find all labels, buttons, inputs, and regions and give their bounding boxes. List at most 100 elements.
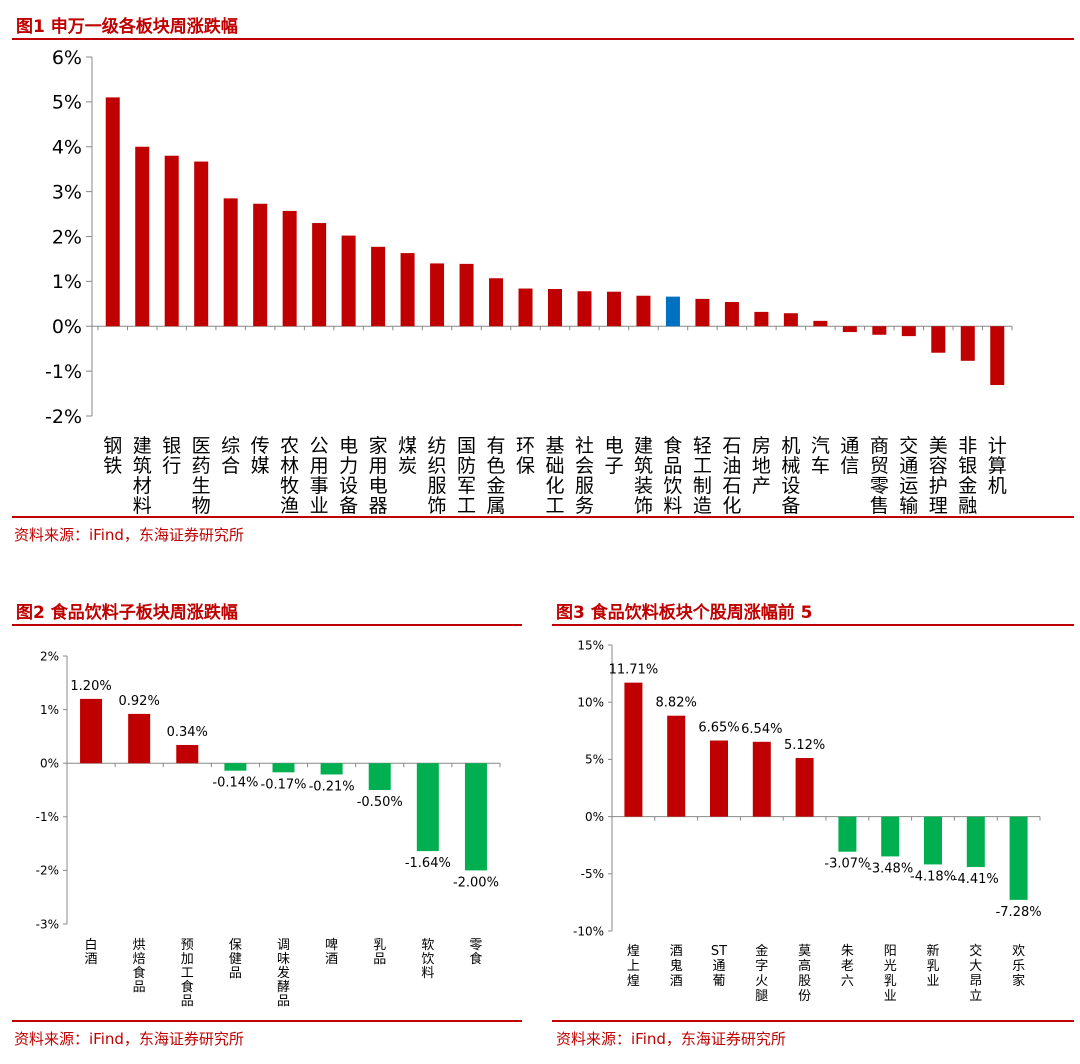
fig1-bar bbox=[253, 203, 268, 327]
fig3-bottom-rule bbox=[552, 1020, 1074, 1022]
fig3-data-label: 11.71% bbox=[609, 663, 659, 678]
fig1-y-tick-label: 3% bbox=[52, 181, 82, 203]
fig3-bar bbox=[881, 816, 900, 857]
fig2-data-label: -0.14% bbox=[212, 776, 258, 791]
fig1-category-label: 环保 bbox=[516, 435, 535, 477]
fig3-title: 图3 食品饮料板块个股周涨幅前 5 bbox=[556, 603, 813, 623]
fig1-bar bbox=[931, 326, 946, 353]
fig1-bar bbox=[341, 235, 356, 327]
fig2-y-tick-label: 1% bbox=[40, 703, 59, 717]
fig1-bar bbox=[312, 223, 327, 327]
fig3-category-label: 莫高股份 bbox=[798, 944, 811, 1004]
fig3-top-rule bbox=[552, 624, 1074, 626]
fig1-category-label: 建筑材料 bbox=[133, 435, 152, 517]
fig2-bar bbox=[176, 744, 199, 764]
fig2-source: 资料来源：iFind，东海证券研究所 bbox=[14, 1030, 244, 1048]
fig1-category-label: 综合 bbox=[221, 435, 240, 477]
fig2-y-tick-label: 0% bbox=[40, 757, 59, 771]
fig3-source: 资料来源：iFind，东海证券研究所 bbox=[556, 1030, 786, 1048]
fig1-top-rule bbox=[12, 38, 1074, 40]
fig3-data-label: 6.54% bbox=[741, 722, 782, 737]
fig1-y-tick-label: 6% bbox=[52, 47, 82, 69]
fig1-bar bbox=[783, 313, 798, 327]
fig1-category-label: 食品饮料 bbox=[663, 435, 682, 517]
fig2-category-label: 乳品 bbox=[373, 938, 386, 967]
fig3-data-label: -4.41% bbox=[953, 872, 999, 887]
fig1-y-tick-label: 2% bbox=[52, 226, 82, 248]
fig2-category-label: 零食 bbox=[469, 938, 482, 967]
fig3-y-tick-label: 10% bbox=[577, 696, 604, 710]
fig2-data-label: -0.17% bbox=[261, 777, 307, 792]
fig1-bar bbox=[960, 326, 975, 361]
fig1-y-tick-label: 5% bbox=[52, 92, 82, 114]
fig1-category-label: 通信 bbox=[840, 435, 859, 477]
fig3-bar bbox=[710, 740, 728, 817]
fig1-category-label: 石油石化 bbox=[722, 435, 741, 517]
fig1-bar bbox=[105, 97, 120, 327]
fig1-bar bbox=[636, 295, 651, 327]
fig2-title: 图2 食品饮料子板块周涨跌幅 bbox=[16, 603, 238, 623]
fig3-data-label: 6.65% bbox=[698, 721, 739, 736]
fig1-bar bbox=[548, 289, 562, 327]
fig1-bar bbox=[430, 263, 445, 327]
fig2-top-rule bbox=[12, 624, 522, 626]
fig1-bar bbox=[665, 296, 680, 327]
fig3-category-label: 新乳业 bbox=[926, 943, 939, 989]
fig1-category-label: 电力设备 bbox=[339, 435, 358, 517]
fig1-category-label: 公用事业 bbox=[310, 435, 329, 517]
fig3-category-label: 阳光乳业 bbox=[884, 944, 897, 1004]
fig3-category-label: 金字火腿 bbox=[755, 943, 768, 1004]
fig1-category-label: 农林牧渔 bbox=[280, 435, 299, 517]
fig3-bar bbox=[966, 816, 985, 868]
fig1-category-label: 国防军工 bbox=[457, 435, 476, 517]
fig1-category-label: 社会服务 bbox=[575, 435, 594, 517]
fig3-category-label: ST 通葡 bbox=[711, 944, 727, 989]
fig1-category-label: 非银金融 bbox=[958, 435, 977, 517]
fig3-bar bbox=[924, 816, 942, 865]
fig2-data-label: -0.50% bbox=[357, 795, 403, 810]
fig2-category-label: 烘焙食品 bbox=[133, 938, 146, 995]
fig2-data-label: -0.21% bbox=[309, 779, 355, 794]
fig2-data-label: -1.64% bbox=[405, 856, 451, 871]
fig2-data-label: 0.92% bbox=[119, 694, 160, 709]
fig1-category-label: 家用电器 bbox=[369, 435, 388, 517]
fig2-y-tick-label: -2% bbox=[36, 864, 59, 878]
fig3-category-label: 酒鬼酒 bbox=[670, 944, 683, 989]
fig2-category-label: 啤酒 bbox=[325, 938, 338, 967]
fig2-bar bbox=[224, 763, 247, 771]
fig1-bar bbox=[842, 326, 857, 333]
fig2-category-label: 预加工食品 bbox=[181, 938, 194, 1009]
fig1-source: 资料来源：iFind，东海证券研究所 bbox=[14, 526, 244, 544]
fig2-bar bbox=[320, 763, 343, 775]
fig1-category-label: 医药生物 bbox=[192, 435, 211, 517]
fig1-bar bbox=[135, 146, 150, 327]
fig1-bar bbox=[371, 246, 386, 327]
fig1-y-tick-label: 0% bbox=[52, 316, 82, 338]
fig1-bar bbox=[459, 263, 474, 327]
fig1-category-label: 商贸零售 bbox=[870, 435, 889, 517]
fig3-category-label: 欢乐家 bbox=[1012, 944, 1025, 989]
fig1-category-label: 汽车 bbox=[811, 435, 830, 477]
fig2-category-label: 保健品 bbox=[229, 938, 242, 981]
fig1-y-tick-label: -2% bbox=[45, 406, 82, 428]
fig1-category-label: 有色金属 bbox=[487, 435, 506, 517]
fig3-bar bbox=[838, 816, 857, 852]
fig3-category-label: 煌上煌 bbox=[627, 944, 640, 989]
fig1-bottom-rule bbox=[12, 516, 1074, 518]
fig2-bar bbox=[464, 763, 487, 871]
fig1-bar bbox=[489, 278, 504, 327]
fig1-bar bbox=[518, 288, 533, 327]
fig2-y-tick-label: -3% bbox=[36, 917, 59, 931]
fig1-category-label: 机械设备 bbox=[781, 435, 800, 517]
fig1-category-label: 传媒 bbox=[251, 435, 270, 477]
fig3-data-label: 8.82% bbox=[656, 696, 697, 711]
fig1-bar bbox=[754, 311, 769, 327]
fig2-bar bbox=[272, 763, 295, 773]
fig1-category-label: 电子 bbox=[604, 435, 623, 477]
fig2-category-label: 软饮料 bbox=[421, 938, 434, 981]
fig1-category-label: 轻工制造 bbox=[693, 435, 712, 517]
fig1-category-label: 交通运输 bbox=[899, 435, 918, 517]
fig2-data-label: 1.20% bbox=[70, 679, 111, 694]
fig2-bar bbox=[80, 698, 103, 764]
